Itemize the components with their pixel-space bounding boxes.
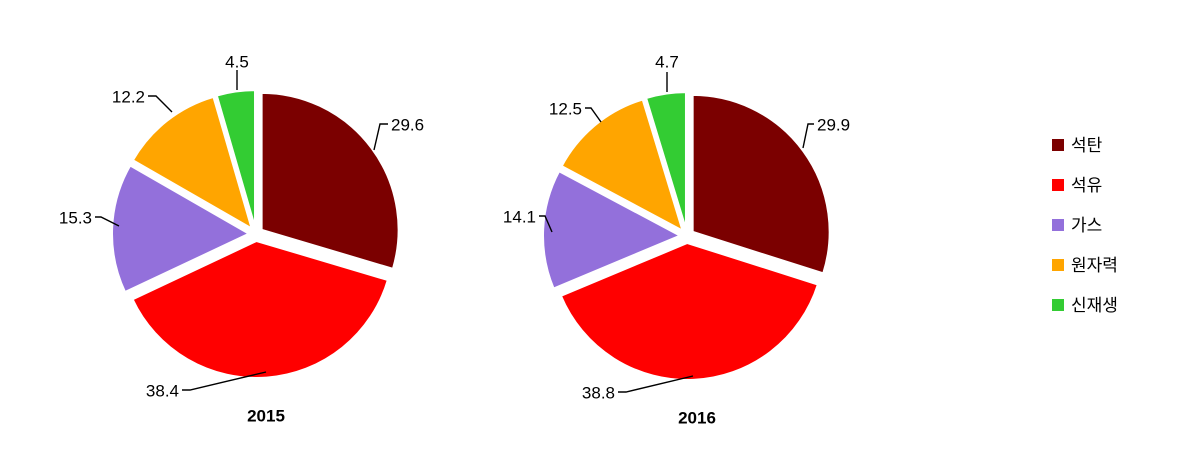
pie-slice-2016-가스 [542,169,683,290]
leader-line [373,123,388,151]
legend-label: 가스 [1071,216,1102,236]
leader-line [182,371,267,391]
pie-slice-2015-가스 [111,164,252,294]
pie-title: 2015 [247,406,285,425]
legend-swatch [1052,219,1064,231]
legend-swatch [1052,179,1064,191]
data-label: 29.6 [391,115,424,134]
pie-slice-2016-원자력 [560,98,685,233]
data-label: 12.2 [112,87,145,106]
leader-line [802,123,814,149]
pie-slice-2015-석탄 [260,91,400,271]
leader-line [539,215,553,233]
legend-swatch [1052,259,1064,271]
data-label: 12.5 [549,99,582,118]
pie-slice-2015-원자력 [131,95,254,231]
pie-slice-2016-신재생 [644,91,687,230]
pie-2016: 29.9 38.8 14.1 12.5 4.7 2016 [503,52,850,427]
pie-2015: 29.6 38.4 15.3 12.2 4.5 2015 [59,52,424,425]
pie-slice-2016-석탄 [691,93,831,275]
data-label: 38.8 [582,383,615,402]
pie-title: 2016 [678,408,716,427]
data-label: 38.4 [146,381,179,400]
data-label: 4.5 [225,52,249,71]
pie-slice-2016-석유 [559,241,820,381]
pie-slice-2015-신재생 [215,89,257,228]
leader-line [95,216,120,227]
legend-swatch [1052,139,1064,151]
leader-line [148,95,173,113]
data-label: 14.1 [503,207,536,226]
data-label: 15.3 [59,208,92,227]
leader-line [585,107,602,123]
data-label: 4.7 [655,52,679,71]
legend-label: 석탄 [1071,136,1103,156]
legend-label: 신재생 [1071,296,1118,316]
pie-slice-2015-석유 [131,239,390,379]
legend-label: 원자력 [1071,256,1118,276]
leader-line [618,375,694,393]
legend-label: 석유 [1071,176,1102,196]
legend-swatch [1052,299,1064,311]
data-label: 29.9 [817,115,850,134]
